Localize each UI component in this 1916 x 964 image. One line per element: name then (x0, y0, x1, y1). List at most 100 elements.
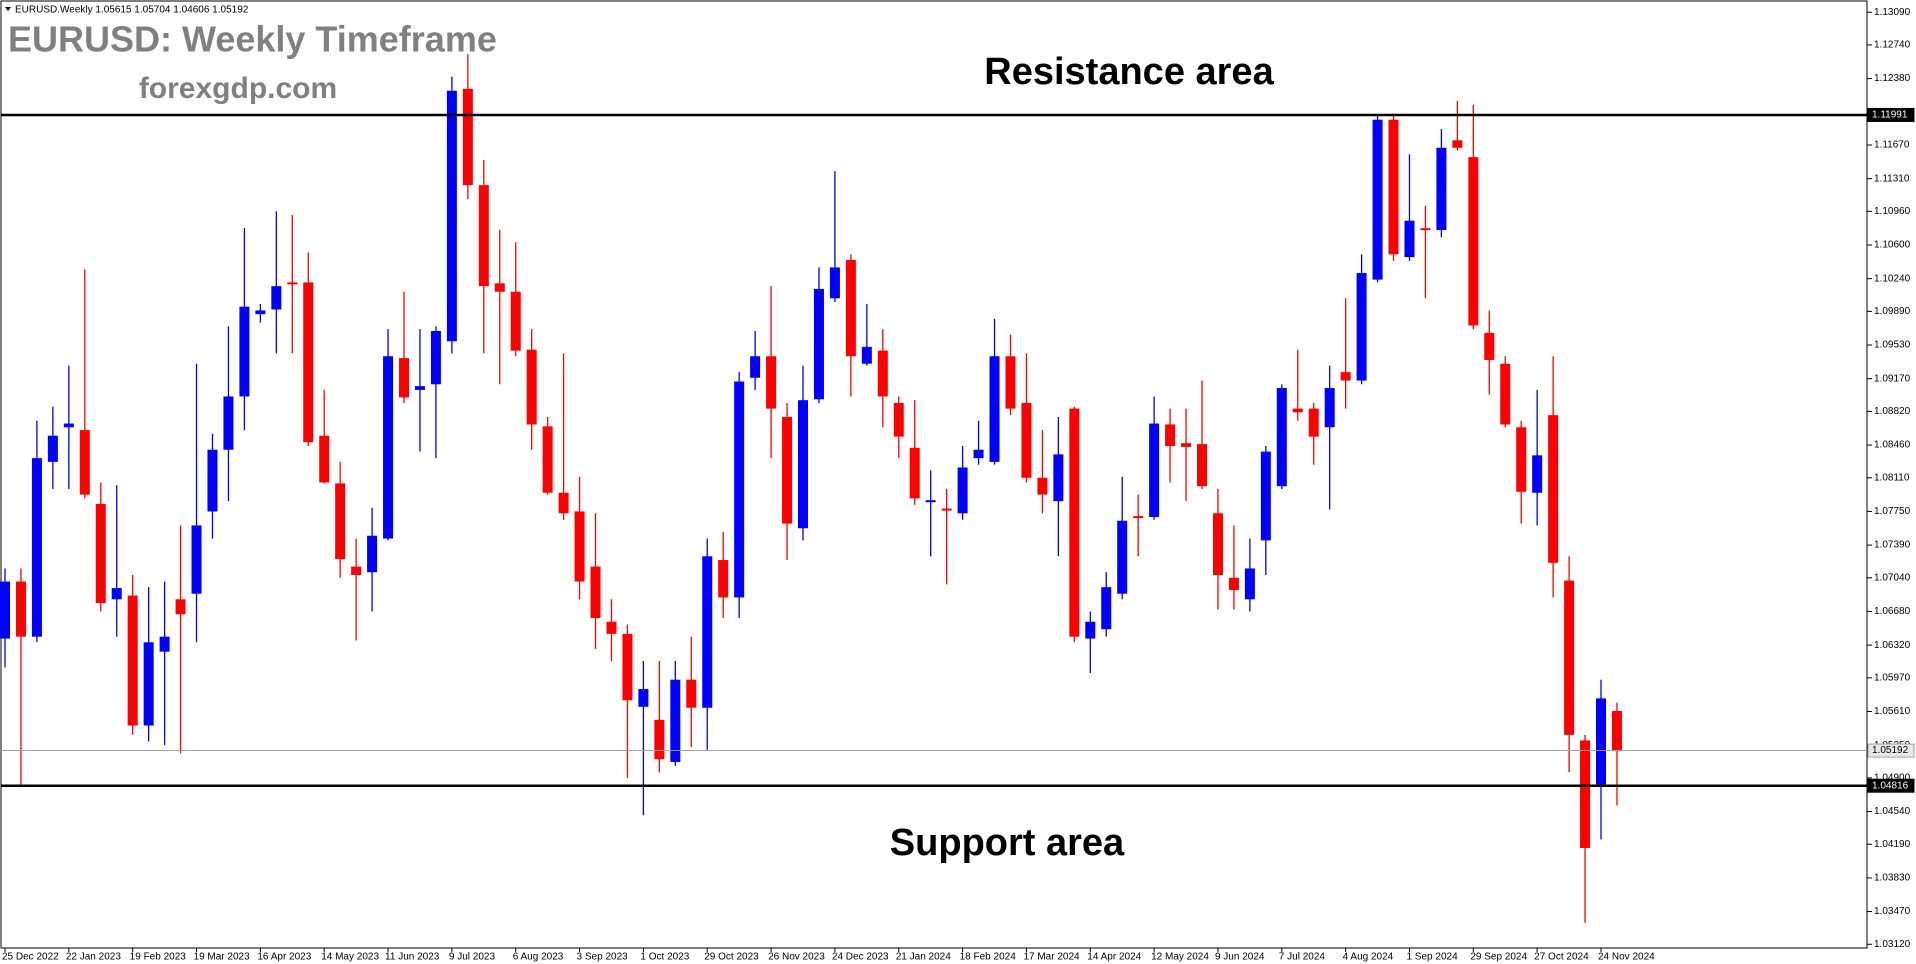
x-tick-label: 17 Mar 2024 (1023, 952, 1080, 963)
candle-body (510, 291, 521, 351)
candle-body (143, 642, 154, 726)
candle-body (159, 636, 170, 652)
candle-body (1085, 621, 1096, 639)
y-tick-label: 1.11310 (1874, 173, 1910, 184)
y-tick-label: 1.12380 (1874, 73, 1911, 84)
candle-body (494, 283, 505, 292)
price-label-box (1867, 107, 1915, 122)
y-tick-label: 1.06680 (1874, 606, 1911, 617)
candle-body (798, 400, 808, 529)
candle-body (271, 286, 282, 310)
y-tick-label: 1.11670 (1874, 140, 1910, 151)
price-label: 1.04816 (1872, 780, 1909, 791)
candle-body (1564, 580, 1575, 735)
candle-body (622, 633, 633, 701)
y-tick-label: 1.04190 (1874, 839, 1911, 850)
candle-body (399, 358, 409, 398)
candle-body (606, 621, 617, 634)
candle-body (303, 282, 314, 443)
candle-body (782, 417, 793, 524)
candle-body (1548, 415, 1559, 563)
candle-body (15, 581, 26, 637)
x-tick-label: 6 Aug 2023 (513, 952, 564, 963)
candle-body (957, 467, 968, 514)
y-tick-label: 1.07390 (1874, 540, 1911, 551)
candle-body (383, 356, 394, 539)
x-tick-label: 21 Jan 2024 (896, 952, 951, 963)
x-tick-label: 27 Oct 2024 (1534, 952, 1589, 963)
candle-body (0, 581, 10, 639)
x-tick-label: 4 Aug 2024 (1343, 952, 1394, 963)
price-label: 1.05192 (1872, 745, 1909, 756)
candle-body (1340, 372, 1351, 381)
candle-body (1053, 454, 1064, 502)
y-tick-label: 1.12740 (1874, 40, 1911, 51)
x-tick-label: 9 Jul 2023 (449, 952, 496, 963)
candle-body (1500, 363, 1511, 425)
candle-body (1324, 388, 1335, 428)
candle-body (989, 356, 1000, 462)
candle-body (255, 310, 266, 315)
price-label-box (1867, 743, 1915, 758)
x-tick-label: 26 Nov 2023 (768, 952, 825, 963)
x-tick-label: 3 Sep 2023 (577, 952, 629, 963)
candle-body (335, 483, 346, 560)
y-tick-label: 1.03470 (1874, 906, 1911, 917)
y-tick-label: 1.06320 (1874, 640, 1911, 651)
x-tick-label: 11 Jun 2023 (385, 952, 440, 963)
candle-body (718, 560, 729, 598)
candle-body (845, 259, 856, 357)
y-tick-label: 1.09170 (1874, 373, 1911, 384)
candle-body (861, 346, 872, 364)
x-tick-label: 22 Jan 2023 (66, 952, 121, 963)
candle-body (590, 566, 601, 618)
candle-body (191, 525, 202, 594)
candle-body (1021, 402, 1032, 478)
candle-body (654, 719, 665, 760)
annotation: Support area (890, 822, 1125, 864)
candle-body (1372, 119, 1383, 280)
candle-body (1468, 157, 1479, 326)
candle-body (1276, 388, 1287, 487)
candle-body (1197, 444, 1207, 487)
candle-body (1165, 424, 1176, 446)
y-tick-label: 1.04540 (1874, 806, 1911, 817)
candle-body (1356, 273, 1367, 381)
x-tick-label: 25 Dec 2022 (2, 952, 59, 963)
candle-body (1308, 408, 1319, 437)
candle-body (638, 689, 649, 707)
subtitle: forexgdp.com (139, 72, 337, 105)
candle-body (367, 535, 378, 573)
candle-body (1580, 740, 1591, 848)
x-tick-label: 1 Sep 2024 (1406, 952, 1458, 963)
candle-body (1611, 711, 1622, 751)
candle-body (31, 458, 42, 637)
x-tick-label: 18 Feb 2024 (960, 952, 1017, 963)
candle-body (829, 267, 840, 299)
header-icon (5, 7, 11, 11)
x-tick-label: 24 Dec 2023 (832, 952, 889, 963)
y-tick-label: 1.05970 (1874, 672, 1911, 683)
x-tick-label: 29 Sep 2024 (1470, 952, 1527, 963)
x-tick-label: 14 May 2023 (321, 952, 379, 963)
candle-body (1532, 455, 1543, 493)
header: EURUSD.Weekly 1.05615 1.05704 1.04606 1.… (15, 5, 249, 16)
y-tick-label: 1.09530 (1874, 340, 1911, 351)
candle-body (702, 556, 713, 708)
candle-body (1516, 427, 1527, 492)
x-tick-label: 24 Nov 2024 (1598, 952, 1655, 963)
candle-body (1101, 587, 1112, 630)
candle-body (750, 356, 761, 378)
candle-body (1420, 228, 1431, 231)
candle-body (63, 423, 74, 428)
candle-body (1388, 119, 1399, 255)
y-tick-label: 1.10240 (1874, 273, 1911, 284)
y-tick-label: 1.08110 (1874, 472, 1910, 483)
y-tick-label: 1.08820 (1874, 406, 1911, 417)
x-tick-label: 7 Jul 2024 (1279, 952, 1326, 963)
candle-body (1069, 408, 1080, 637)
candle-body (95, 503, 106, 604)
x-tick-label: 29 Oct 2023 (704, 952, 759, 963)
candle-body (239, 306, 250, 397)
